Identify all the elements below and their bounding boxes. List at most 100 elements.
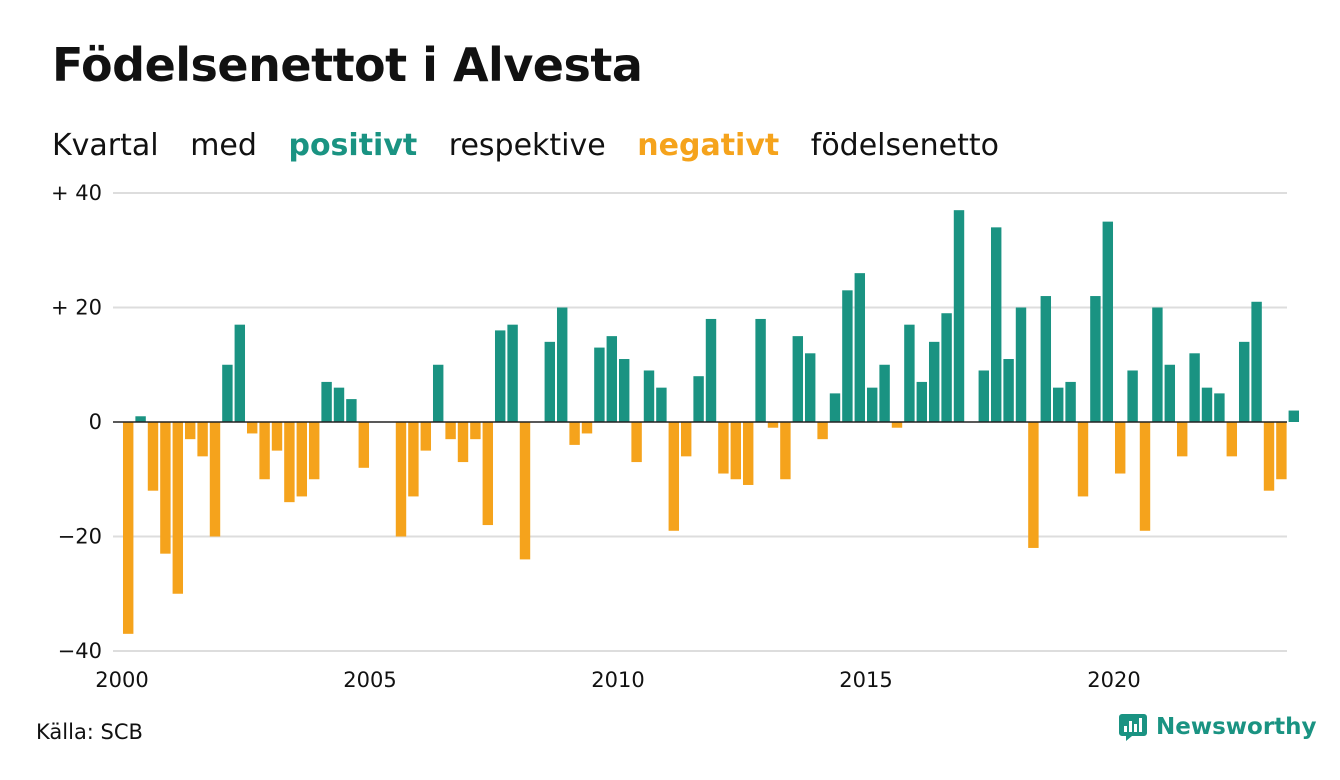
y-tick-label: + 40 [51,181,102,205]
bar-negative [284,422,295,503]
bar-positive [1102,221,1114,423]
bar-positive [1238,341,1250,422]
bar-negative [259,422,270,480]
bar-negative [395,422,407,537]
bar-negative [122,422,134,634]
bar-positive [643,370,655,422]
bar-chart: + 40 + 20 0 −20 −40 2000 2005 2010 2015 2020 [51,181,1300,692]
bar-negative [296,422,308,497]
bar-negative [1263,422,1275,491]
bar-positive [854,273,866,422]
bar-negative [482,422,494,526]
bar-positive [1201,387,1213,422]
bar-negative [767,422,779,428]
bar-positive [1015,307,1027,422]
bar-positive [1052,387,1064,422]
subtitle-word: respektive [448,128,606,163]
bar-negative [718,422,729,474]
bar-negative [470,422,481,440]
bar-positive [346,399,357,422]
bar-positive [953,210,965,422]
bar-negative [308,422,320,480]
source-label: Källa: SCB [36,720,143,744]
brand-logo: Newsworthy [1118,712,1317,742]
subtitle-word: med [190,128,257,163]
bar-positive [606,336,618,423]
y-tick-label: 0 [89,410,102,434]
bar-positive [693,376,704,422]
bar-negative [271,422,283,451]
bar-negative [197,422,208,457]
bar-positive [618,359,630,422]
bar-negative [631,422,642,463]
bar-positive [1288,410,1300,422]
bar-positive [928,341,940,422]
x-tick-label: 2000 [95,668,148,692]
y-tick-label: −40 [58,639,102,663]
bar-positive [1214,393,1225,423]
bar-positive [842,290,853,422]
bar-positive [755,318,766,422]
bar-negative [160,422,171,554]
bar-negative [1028,422,1039,548]
x-tick-label: 2020 [1087,668,1140,692]
subtitle-negative: negativt [637,128,780,163]
bar-positive [594,347,605,422]
subtitle-word: födelsenetto [810,128,999,163]
bar-negative [569,422,580,445]
bar-positive [904,324,915,422]
bar-negative [817,422,828,440]
bar-positive [1152,307,1163,422]
x-tick-label: 2015 [839,668,892,692]
bar-negative [1176,422,1188,457]
y-tick-label: −20 [58,525,102,549]
subtitle-word: Kvartal [52,128,159,163]
bar-positive [705,318,717,422]
bar-negative [780,422,791,480]
bar-positive [556,307,568,422]
bar-negative [730,422,742,480]
bar-negative [742,422,754,485]
bar-positive [234,324,246,422]
bar-positive [432,364,444,422]
bar-negative [172,422,184,594]
bar-positive [1065,381,1076,422]
bar-negative [1077,422,1089,497]
chart-subtitle: Kvartal med positivt respektive negativt… [52,128,1021,163]
bar-positive [1127,370,1138,422]
bar-positive [866,387,878,422]
brand-name: Newsworthy [1156,714,1317,740]
x-tick-label: 2005 [343,668,396,692]
bar-positive [978,370,990,422]
bar-negative [358,422,370,468]
bar-positive [1251,301,1262,422]
bar-negative [1114,422,1126,474]
bar-positive [507,324,518,422]
bar-negative [1139,422,1151,531]
bar-negative [519,422,531,560]
bar-negative [457,422,469,463]
bar-negative [668,422,680,531]
bar-positive [1090,296,1101,422]
bar-positive [879,364,890,422]
bar-positive [990,227,1002,422]
bar-positive [792,336,804,423]
bar-positive [1189,353,1200,422]
bar-negative [891,422,903,428]
bar-positive [804,353,816,422]
bar-negative [184,422,196,440]
bar-positive [222,364,233,422]
bar-negative [420,422,432,451]
bar-positive [544,341,556,422]
y-tick-label: + 20 [51,296,102,320]
bar-negative [209,422,221,537]
bar-positive [941,313,952,422]
bar-positive [1003,359,1014,422]
x-tick-label: 2010 [591,668,644,692]
bar-positive [333,387,345,422]
bar-positive [1040,296,1052,422]
chart-title: Födelsenettot i Alvesta [52,38,643,92]
bar-positive [135,416,146,422]
bar-negative [1226,422,1238,457]
bar-positive [321,381,332,422]
